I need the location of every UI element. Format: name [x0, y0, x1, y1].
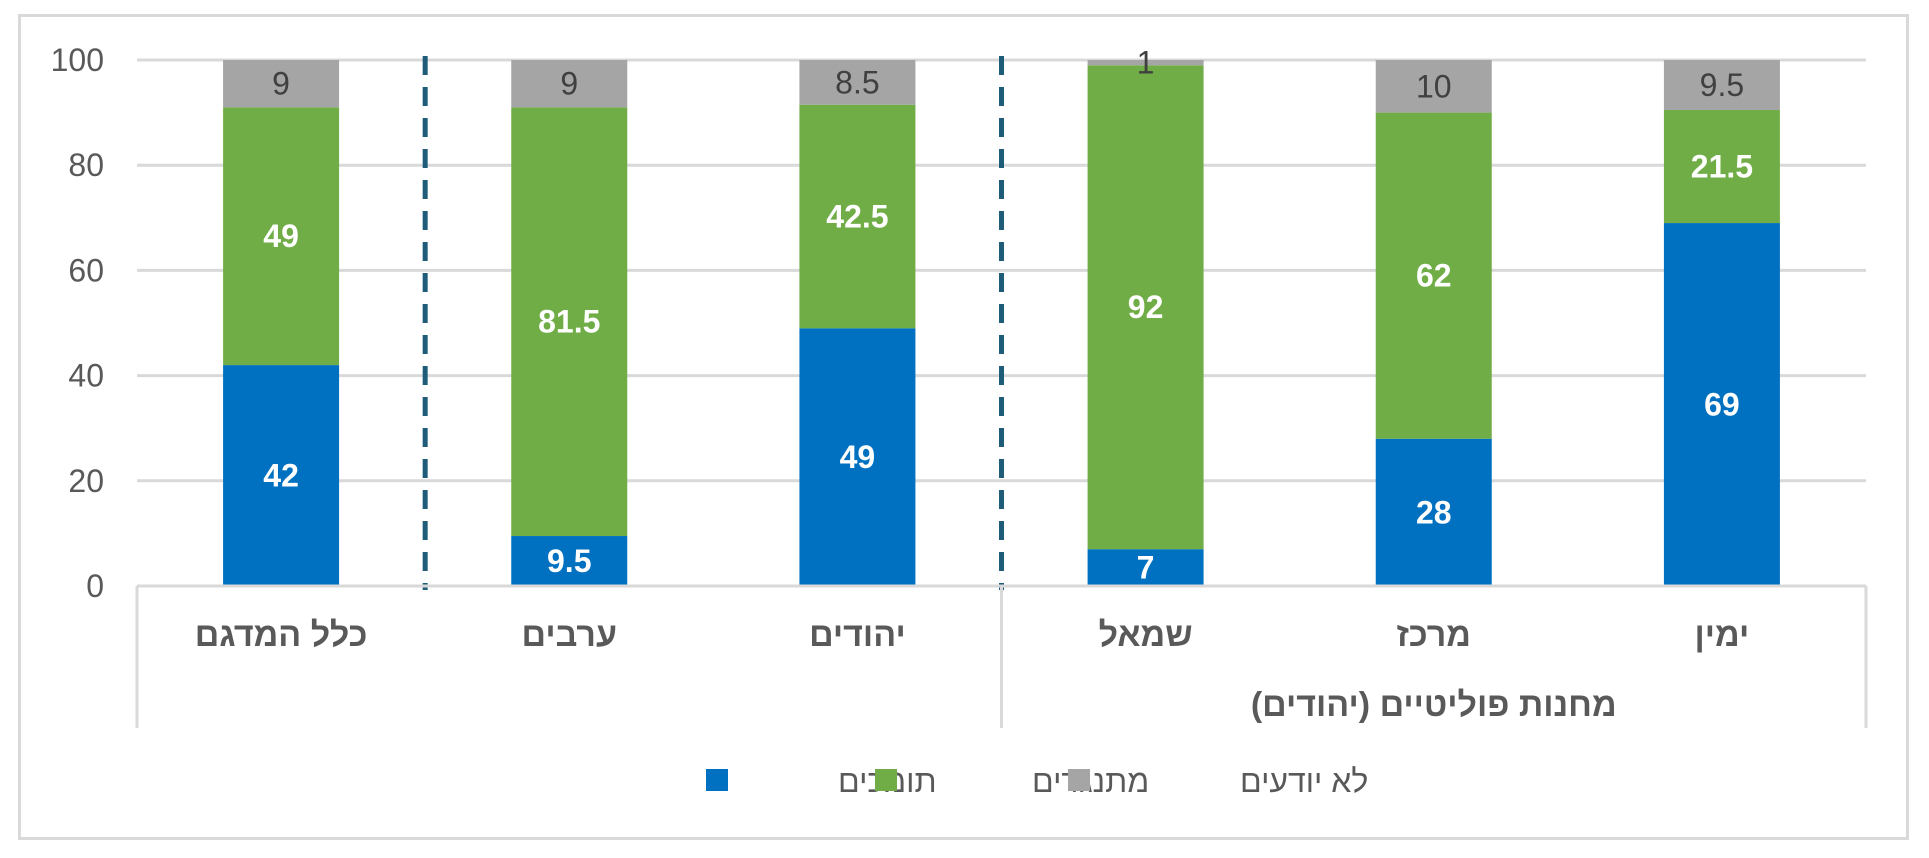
- category-label: יהודים: [809, 616, 906, 654]
- bar-2-segment: [1663, 109, 1780, 224]
- category-label: שמאל: [1099, 616, 1193, 654]
- x-axis: ימין מרכז שמאל יהודים ערבים כלל המדגם מחנות פו…: [135, 584, 1868, 728]
- data-label: 69: [1704, 387, 1740, 423]
- data-label: 49: [263, 218, 299, 254]
- data-label: 28: [1416, 494, 1452, 530]
- data-label: 92: [1128, 289, 1164, 325]
- data-label: 42: [263, 458, 299, 494]
- bar-2-segment: [511, 107, 628, 537]
- bar-3-segment: [1087, 60, 1204, 66]
- category-label: מרכז: [1397, 616, 1472, 654]
- bar-2-segment: [799, 104, 916, 329]
- group-separators: [422, 56, 1004, 590]
- bars: 69 21.5 9.5 28 62 10 7 92 1 49 42.5 8.5 9.5 81.5 9 42 49…: [223, 45, 1780, 586]
- legend-label: לא יודעים: [1240, 763, 1368, 799]
- bar-1-segment: [223, 365, 340, 586]
- data-label: 42.5: [826, 198, 888, 234]
- data-label: 1: [1137, 45, 1155, 81]
- data-label: 49: [840, 439, 876, 475]
- bar-1-segment: [1375, 438, 1492, 586]
- bar-3-segment: [799, 60, 916, 105]
- legend-swatch: [875, 769, 897, 791]
- group-label: מחנות פוליטיים (יהודים): [1251, 686, 1617, 724]
- y-tick-label: 20: [68, 463, 104, 499]
- bar-3-segment: [1663, 60, 1780, 110]
- legend-swatch: [706, 769, 728, 791]
- category-label: ימין: [1695, 616, 1750, 654]
- data-label: 81.5: [538, 304, 600, 340]
- y-tick-label: 80: [68, 147, 104, 183]
- data-label: 9.5: [1700, 67, 1744, 103]
- bar-2-segment: [1375, 112, 1492, 439]
- data-label: 21.5: [1691, 149, 1753, 185]
- data-label: 8.5: [835, 64, 879, 100]
- bar-2-segment: [223, 107, 340, 366]
- y-tick-label: 0: [86, 568, 104, 604]
- data-label: 10: [1416, 68, 1452, 104]
- bar-2-segment: [1087, 65, 1204, 550]
- bar-1-segment: [511, 536, 628, 586]
- y-axis: 0 20 40 60 80 100: [51, 42, 104, 604]
- y-tick-label: 60: [68, 252, 104, 288]
- bar-1-segment: [1663, 223, 1780, 586]
- bar-1-segment: [1087, 549, 1204, 586]
- data-label: 9: [560, 66, 578, 102]
- legend: תומכיםמתנגדיםלא יודעים: [706, 763, 1368, 799]
- data-label: 9.5: [547, 543, 591, 579]
- category-label: ערבים: [522, 616, 617, 654]
- legend-label: מתנגדים: [1032, 763, 1149, 799]
- data-label: 7: [1137, 550, 1155, 586]
- y-tick-label: 100: [51, 42, 104, 78]
- bar-3-segment: [1375, 60, 1492, 113]
- data-label: 9: [272, 66, 290, 102]
- bar-1-segment: [799, 328, 916, 586]
- legend-swatch: [1068, 769, 1090, 791]
- bar-3-segment: [511, 60, 628, 108]
- category-label: כלל המדגם: [195, 616, 368, 654]
- bar-3-segment: [223, 60, 340, 108]
- data-label: 62: [1416, 258, 1452, 294]
- y-tick-label: 40: [68, 358, 104, 394]
